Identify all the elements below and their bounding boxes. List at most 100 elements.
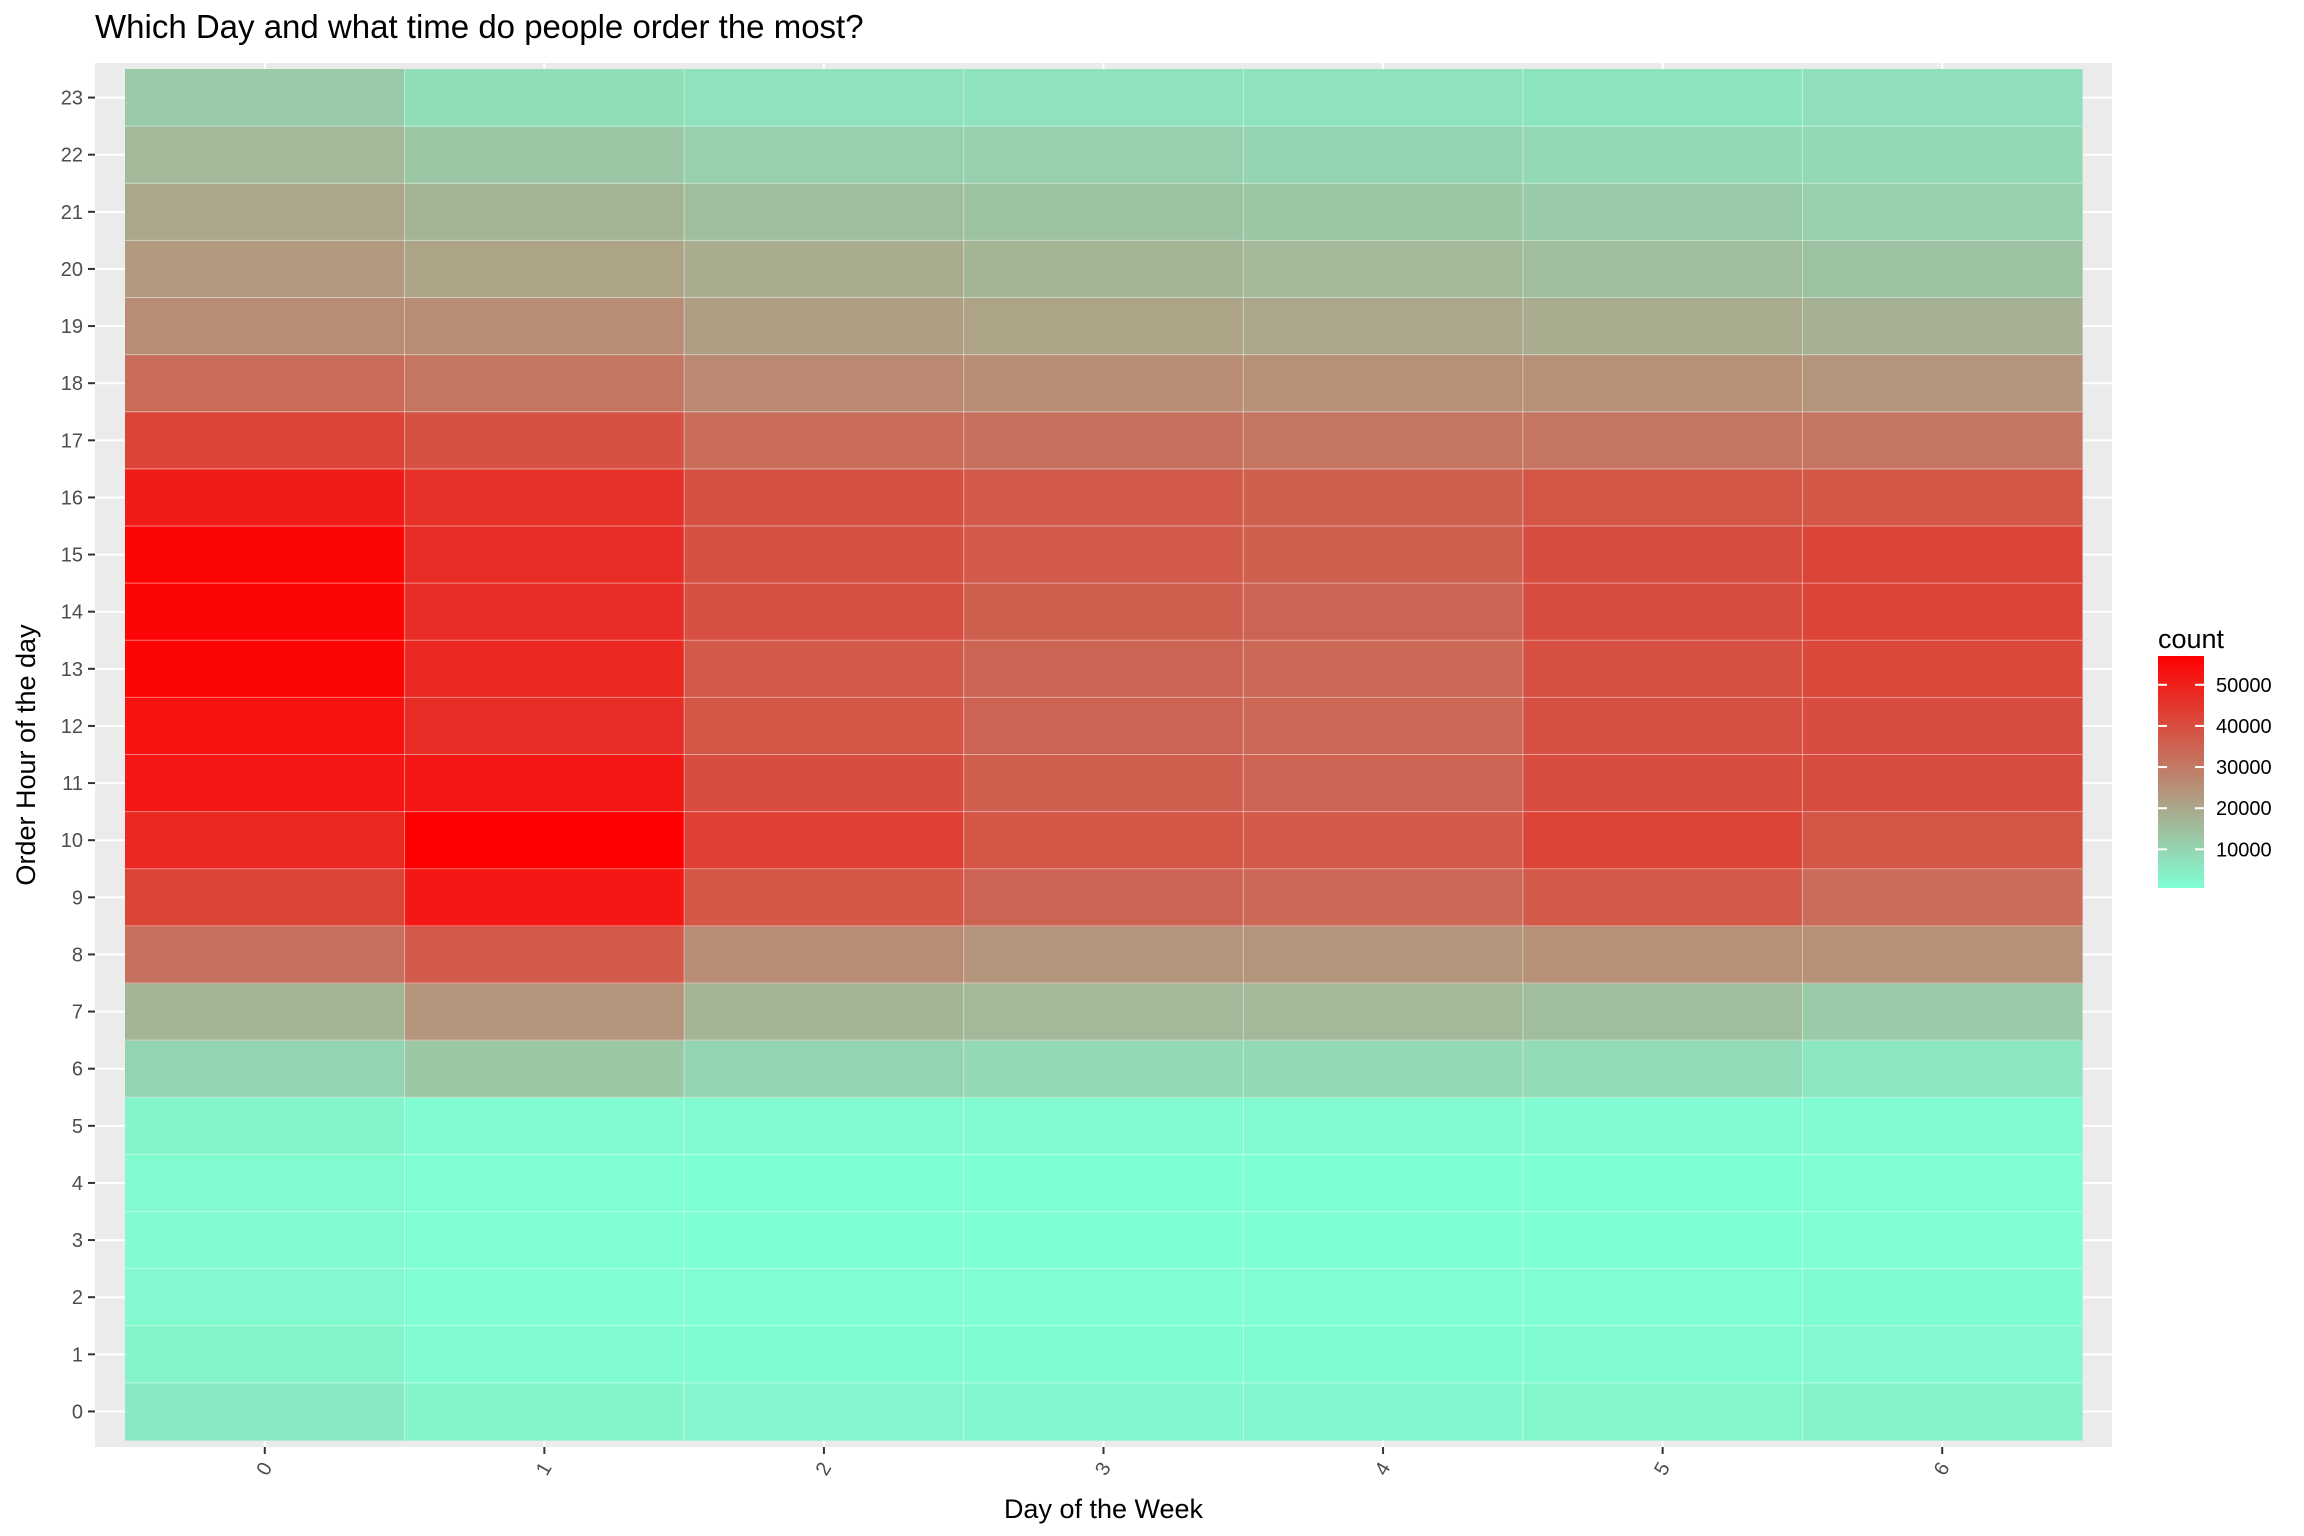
heatmap-tile (963, 811, 1244, 870)
heatmap-tile (1243, 1268, 1524, 1327)
heatmap-tile (404, 1325, 685, 1384)
heatmap-tile (963, 925, 1244, 984)
heatmap-tile (963, 526, 1244, 584)
heatmap-tile (125, 868, 406, 927)
heatmap-tile (125, 411, 406, 470)
legend-label: 30000 (2216, 757, 2272, 779)
heatmap-tile (684, 240, 965, 299)
heatmap-tile (1243, 468, 1524, 527)
heatmap-tile (404, 1211, 685, 1270)
x-tick-label: 0 (252, 1459, 277, 1480)
heatmap-tile (963, 640, 1244, 698)
x-tick-label: 3 (1091, 1459, 1116, 1480)
y-tick-label: 3 (72, 1230, 83, 1252)
heatmap-tile (1522, 1325, 1804, 1384)
heatmap-tile (404, 583, 685, 641)
heatmap-tile (963, 1325, 1244, 1384)
x-axis-title: Day of the Week (1004, 1494, 1204, 1524)
heatmap-tile (1802, 1097, 2083, 1155)
y-tick-label: 6 (72, 1059, 83, 1081)
heatmap-tile (404, 1154, 685, 1213)
heatmap-tile (963, 297, 1244, 356)
heatmap-tile (684, 983, 965, 1041)
heatmap-tile (404, 126, 685, 184)
y-tick-label: 18 (61, 373, 83, 395)
y-tick-label: 1 (72, 1344, 83, 1366)
heatmap-tile (963, 126, 1244, 184)
heatmap-tile (404, 240, 685, 299)
heatmap-tile (1522, 468, 1804, 527)
heatmap-tile (125, 526, 406, 584)
y-tick-label: 0 (72, 1401, 83, 1423)
y-tick-label: 21 (61, 202, 83, 224)
heatmap-tile (125, 1325, 406, 1384)
heatmap-tile (1522, 526, 1804, 584)
heatmap-tile (125, 697, 406, 756)
legend-label: 50000 (2216, 675, 2272, 697)
y-tick-label: 13 (61, 659, 83, 681)
heatmap-tile (1522, 868, 1804, 927)
y-axis-title: Order Hour of the day (11, 624, 41, 886)
heatmap-tile (684, 1040, 965, 1098)
heatmap-tile (1802, 697, 2083, 756)
y-tick-label: 20 (61, 259, 83, 281)
heatmap-tile (1522, 925, 1804, 984)
heatmap-tile (684, 697, 965, 756)
heatmap-tile (684, 411, 965, 470)
heatmap-tile (963, 983, 1244, 1041)
heatmap-tile (1243, 69, 1524, 127)
heatmap-tile (1243, 1040, 1524, 1098)
heatmap-tile (1243, 583, 1524, 641)
heatmap-tile (125, 1154, 406, 1213)
heatmap-tile (684, 640, 965, 698)
heatmap-tile (1522, 1154, 1804, 1213)
x-tick-label: 5 (1650, 1459, 1675, 1480)
heatmap-tile (684, 1097, 965, 1155)
heatmap-tile (1522, 811, 1804, 870)
heatmap-tile (1243, 868, 1524, 927)
heatmap-tile (1243, 1382, 1524, 1441)
heatmap-tile (1522, 583, 1804, 641)
heatmap-tile (1522, 640, 1804, 698)
heatmap-tile (1243, 354, 1524, 413)
heatmap-tile (1243, 1211, 1524, 1270)
heatmap-tile (963, 583, 1244, 641)
heatmap-tile (963, 1097, 1244, 1155)
heatmap-tile (1522, 69, 1804, 127)
heatmap-tile (684, 868, 965, 927)
heatmap-tile (963, 69, 1244, 127)
heatmap-tile (1802, 1325, 2083, 1384)
legend: count 10000 20000 30000 40000 50000 (2158, 624, 2272, 888)
heatmap-tile (684, 354, 965, 413)
heatmap-tile (1522, 697, 1804, 756)
heatmap-tile (1243, 1325, 1524, 1384)
heatmap-tile (1802, 411, 2083, 470)
y-tick-label: 19 (61, 316, 83, 338)
heatmap-tile (125, 1211, 406, 1270)
heatmap-tile (404, 354, 685, 413)
heatmap-tile (1802, 126, 2083, 184)
heatmap-tile (1522, 1097, 1804, 1155)
heatmap-tile (1802, 983, 2083, 1041)
x-tick-label: 4 (1371, 1459, 1396, 1480)
heatmap-tile (1802, 583, 2083, 641)
y-tick-label: 5 (72, 1116, 83, 1138)
y-tick-label: 17 (61, 430, 83, 452)
heatmap-tile (1522, 1040, 1804, 1098)
heatmap-tiles (125, 69, 2083, 1441)
heatmap-tile (125, 1382, 406, 1441)
y-tick-label: 12 (61, 716, 83, 738)
heatmap-tile (963, 354, 1244, 413)
heatmap-tile (404, 468, 685, 527)
heatmap-tile (125, 1040, 406, 1098)
y-tick-label: 8 (72, 944, 83, 966)
heatmap-tile (125, 240, 406, 299)
heatmap-tile (684, 811, 965, 870)
y-tick-label: 14 (61, 602, 83, 624)
heatmap-tile (684, 1211, 965, 1270)
y-tick-label: 22 (61, 145, 83, 167)
heatmap-tile (125, 583, 406, 641)
heatmap-tile (1243, 754, 1524, 813)
heatmap-tile (684, 925, 965, 984)
heatmap-tile (684, 526, 965, 584)
